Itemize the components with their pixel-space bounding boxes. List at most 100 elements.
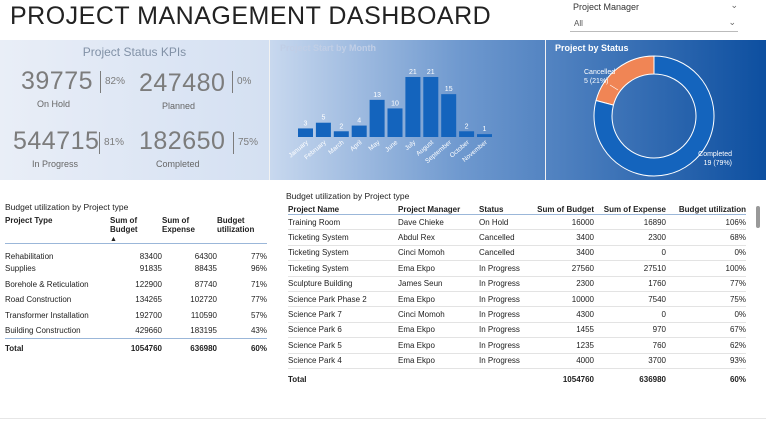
table-cell: Sculpture Building: [288, 276, 398, 292]
budget-by-project-table[interactable]: Project Name Project Manager Status Sum …: [288, 205, 746, 391]
table1-title: Budget utilization by Project type: [5, 202, 129, 212]
chevron-down-icon[interactable]: ⌄: [730, 0, 738, 10]
bar-chart-svg: 3January5February2March4April13May10June…: [288, 69, 492, 165]
kpi-label-planned: Planned: [162, 101, 196, 111]
table-cell: In Progress: [479, 276, 534, 292]
col-header-sum-expense[interactable]: Sum of Expense: [162, 216, 217, 244]
bar-january[interactable]: [298, 128, 313, 137]
table-row[interactable]: Science Park 7 Cinci Momoh In Progress 4300…: [288, 306, 746, 323]
tick-label: July: [404, 139, 418, 152]
bottom-divider: [0, 418, 766, 419]
table-row[interactable]: Science Park 4 Ema Ekpo In Progress 4000 370…: [288, 353, 746, 369]
table-row[interactable]: Sculpture Building James Seun In Progress 2…: [288, 276, 746, 292]
total-row: Total 1054760 636980 60%: [5, 338, 267, 354]
bar-october[interactable]: [459, 131, 475, 137]
kpi-pct-in-progress: 81%: [99, 132, 124, 154]
table-cell: 183195: [190, 326, 217, 335]
bar-august[interactable]: [423, 77, 439, 137]
dashboard-title: PROJECT MANAGEMENT DASHBOARD: [10, 2, 492, 30]
table-cell: 0: [594, 306, 666, 323]
divider: [545, 40, 546, 180]
table-row[interactable]: Training Room Dave Chieke On Hold 16000 1689…: [288, 214, 746, 231]
table-cell: Cancelled: [479, 229, 534, 246]
table-row[interactable]: Ticketing System Cinci Momoh Cancelled 3400…: [288, 245, 746, 262]
data-label: 2: [339, 123, 343, 130]
data-label: 4: [357, 118, 361, 125]
table-cell: 1235: [534, 337, 594, 354]
slice-completed[interactable]: [593, 55, 715, 177]
table-row[interactable]: Supplies 91835 88435 96%: [5, 261, 267, 277]
table-row[interactable]: Science Park Phase 2 Ema Ekpo In Progress 1…: [288, 291, 746, 308]
total-cell: 60%: [217, 338, 267, 354]
col-header-project-type[interactable]: Project Type: [5, 216, 110, 244]
table-cell: 77%: [250, 252, 267, 261]
table-cell: 75%: [666, 291, 746, 308]
total-cell: 636980: [594, 367, 666, 391]
bar-may[interactable]: [369, 99, 385, 137]
kpi-value-completed: 182650: [139, 127, 226, 155]
total-cell: 636980: [162, 338, 217, 354]
sort-ascending-icon[interactable]: ▲: [110, 236, 117, 243]
table-cell: Cancelled: [479, 245, 534, 262]
table-cell: 68%: [666, 229, 746, 246]
total-cell: Total: [288, 367, 398, 391]
col-header-project-manager[interactable]: Project Manager: [398, 205, 479, 215]
col-header-sum-expense[interactable]: Sum of Expense: [594, 205, 666, 215]
col-header-sum-budget[interactable]: Sum of Budget: [534, 205, 594, 215]
data-label: 21: [409, 69, 417, 76]
total-cell: 60%: [666, 367, 746, 391]
tick-label: June: [384, 139, 400, 154]
table-row[interactable]: Science Park 6 Ema Ekpo In Progress 1455 970…: [288, 322, 746, 339]
project-start-by-month-chart[interactable]: Project Start by Month 3 January 5 February…: [270, 40, 545, 180]
table-cell: 57%: [250, 310, 267, 320]
table-row[interactable]: Building Construction 429660 183195 43%: [5, 323, 267, 339]
table-cell: In Progress: [479, 353, 534, 369]
table-scrollbar[interactable]: [756, 206, 760, 228]
table-row[interactable]: Ticketing System Abdul Rex Cancelled 3400 23…: [288, 229, 746, 246]
project-by-status-chart[interactable]: Project by Status Cancelled 5 (21%) Comple…: [546, 40, 766, 180]
col-header-budget-utilization[interactable]: Budget utilization: [666, 205, 746, 215]
table-cell: 429660: [135, 326, 162, 335]
table-cell: 760: [594, 337, 666, 354]
data-label: 21: [427, 69, 435, 76]
bar-june[interactable]: [387, 108, 403, 137]
table-row[interactable]: Transformer Installation 192700 110590 57%: [5, 308, 267, 324]
table-row[interactable]: Ticketing System Ema Ekpo In Progress 27560…: [288, 260, 746, 277]
slice-label-completed: Completed: [698, 151, 732, 158]
table-cell: In Progress: [479, 337, 534, 354]
table-cell: 64300: [194, 252, 217, 261]
chevron-down-icon[interactable]: ⌄: [728, 17, 736, 27]
col-header-status[interactable]: Status: [479, 205, 534, 215]
table-row[interactable]: Road Construction 134265 102720 77%: [5, 292, 267, 308]
table-cell: In Progress: [479, 291, 534, 308]
bar-march[interactable]: [333, 131, 349, 137]
bar-november[interactable]: [477, 134, 492, 137]
col-header-sum-budget[interactable]: Sum of Budget ▲: [110, 216, 162, 244]
table-cell: 7540: [594, 291, 666, 308]
table-cell: Ticketing System: [288, 245, 398, 262]
table-row[interactable]: Science Park 5 Ema Ekpo In Progress 1235 760…: [288, 337, 746, 354]
bar-april[interactable]: [351, 125, 367, 137]
table-cell: Road Construction: [5, 295, 72, 305]
col-header-project-name[interactable]: Project Name: [288, 205, 398, 215]
table-cell: Ticketing System: [288, 260, 398, 277]
bar-february[interactable]: [315, 122, 331, 137]
project-manager-slicer[interactable]: Project Manager ⌄ All ⌄: [568, 0, 740, 34]
kpi-panel[interactable]: Project Status KPIs 39775 82% On Hold 24…: [0, 40, 269, 180]
bar-september[interactable]: [441, 94, 457, 137]
data-label: 10: [391, 100, 399, 107]
table-row[interactable]: Borehole & Reticulation 122900 87740 71%: [5, 277, 267, 293]
leader-line: [609, 84, 619, 91]
table-cell: Science Park Phase 2: [288, 291, 398, 308]
kpi-pct-completed: 75%: [233, 132, 258, 154]
budget-by-type-table[interactable]: Project Type Sum of Budget ▲ Sum of Expen…: [5, 216, 267, 354]
kpi-label-in-progress: In Progress: [32, 159, 79, 169]
bar-july[interactable]: [405, 77, 421, 137]
col-header-budget-utilization[interactable]: Budget utilization: [217, 216, 267, 244]
table-cell: 93%: [666, 353, 746, 369]
table-cell: 3400: [534, 229, 594, 246]
kpi-value-on-hold: 39775: [21, 67, 94, 95]
slicer-dropdown[interactable]: All ⌄: [570, 16, 738, 32]
table-row[interactable]: Rehabilitation 83400 64300 77%: [5, 244, 267, 261]
table-cell: Building Construction: [5, 326, 81, 335]
